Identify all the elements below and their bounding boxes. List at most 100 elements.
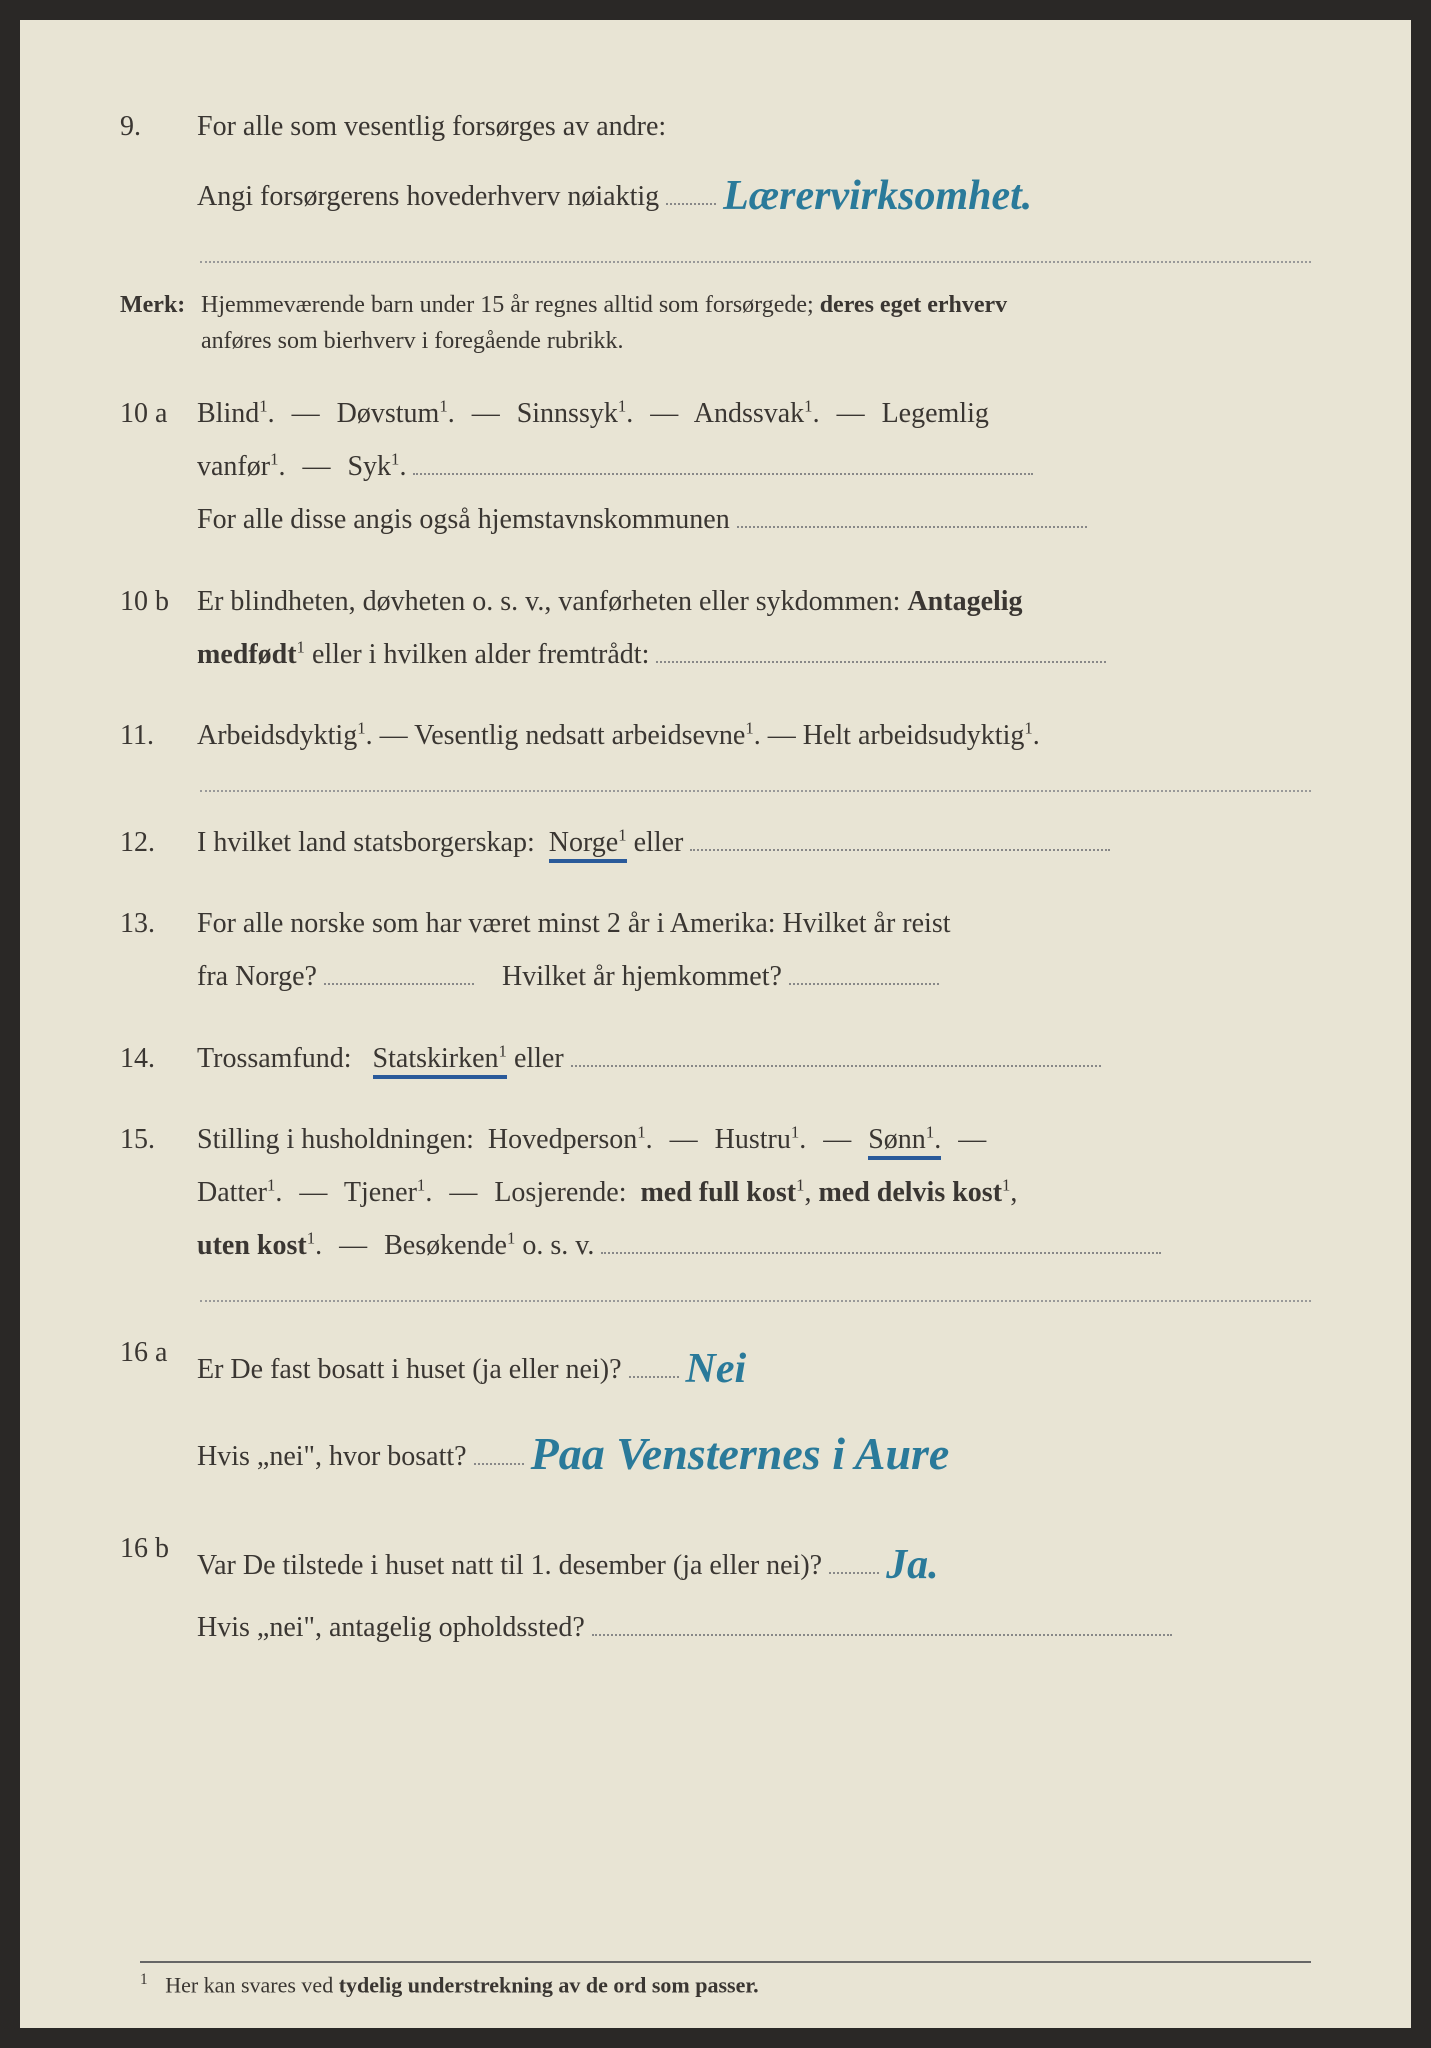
divider	[200, 790, 1311, 792]
q12-text2: eller	[634, 827, 684, 858]
q11-opt2: Vesentlig nedsatt arbeidsevne	[414, 720, 745, 751]
q10b-text2a: medfødt	[197, 639, 297, 670]
q16a-body: Er De fast bosatt i huset (ja eller nei)…	[197, 1326, 1308, 1493]
q15-text1: Stilling i husholdningen:	[197, 1124, 474, 1155]
q10b-text2b: eller i hvilken alder fremtrådt:	[312, 639, 649, 670]
merk-note: Merk: Hjemmeværende barn under 15 år reg…	[120, 287, 1311, 359]
q10a-body: Blind1. — Døvstum1. — Sinnssyk1. — Andss…	[197, 387, 1308, 547]
q14-num: 14.	[120, 1032, 190, 1085]
dotted-fill	[656, 661, 1106, 663]
dotted-fill	[737, 526, 1087, 528]
q13-text1: For alle norske som har været minst 2 år…	[197, 908, 951, 939]
dotted-fill	[629, 1376, 679, 1378]
q10b-text1b: Antagelig	[907, 586, 1022, 617]
dotted-fill	[592, 1634, 1172, 1636]
q14-text1: Trossamfund:	[197, 1043, 352, 1074]
q14-body: Trossamfund: Statskirken1 eller	[197, 1032, 1308, 1085]
q10a-opt2: Døvstum	[337, 398, 440, 429]
q15-tail: o. s. v.	[522, 1230, 594, 1261]
dotted-fill	[601, 1252, 1161, 1254]
dotted-fill	[789, 983, 939, 985]
question-10a: 10 a Blind1. — Døvstum1. — Sinnssyk1. — …	[120, 387, 1311, 547]
footnote-num: 1	[140, 1971, 148, 1988]
q10b-num: 10 b	[120, 575, 190, 628]
q15-body: Stilling i husholdningen: Hovedperson1. …	[197, 1113, 1308, 1273]
dotted-fill	[324, 983, 474, 985]
question-11: 11. Arbeidsdyktig1. — Vesentlig nedsatt …	[120, 709, 1311, 762]
q10a-opt5: Legemlig	[882, 398, 989, 429]
q16b-text1: Var De tilstede i huset natt til 1. dese…	[197, 1550, 822, 1581]
question-16a: 16 a Er De fast bosatt i huset (ja eller…	[120, 1326, 1311, 1493]
merk-label: Merk:	[120, 287, 195, 323]
q10a-num: 10 a	[120, 387, 190, 440]
q11-body: Arbeidsdyktig1. — Vesentlig nedsatt arbe…	[197, 709, 1308, 762]
q13-text2: fra Norge?	[197, 961, 317, 992]
q10b-body: Er blindheten, døvheten o. s. v., vanfør…	[197, 575, 1308, 681]
q13-text3: Hvilket år hjemkommet?	[502, 961, 782, 992]
q12-answer-norge: Norge1	[549, 827, 627, 863]
q14-text2: eller	[514, 1043, 564, 1074]
q10a-opt7: Syk	[347, 451, 391, 482]
q15-opt4: Datter	[197, 1177, 267, 1208]
q10a-opt3: Sinnssyk	[517, 398, 618, 429]
q9-num: 9.	[120, 100, 190, 153]
question-13: 13. For alle norske som har været minst …	[120, 897, 1311, 1003]
q10a-opt1: Blind	[197, 398, 259, 429]
merk-text1b: deres eget erhverv	[820, 292, 1007, 318]
q11-opt1: Arbeidsdyktig	[197, 720, 357, 751]
q12-body: I hvilket land statsborgerskap: Norge1 e…	[197, 816, 1308, 869]
q11-opt3: Helt arbeidsudyktig	[803, 720, 1025, 751]
merk-text2: anføres som bierhverv i foregående rubri…	[201, 328, 624, 354]
q15-opt6d: uten kost	[197, 1230, 307, 1261]
question-14: 14. Trossamfund: Statskirken1 eller	[120, 1032, 1311, 1085]
q16b-ans1: Ja.	[886, 1542, 939, 1588]
q15-opt2: Hustru	[715, 1124, 791, 1155]
q10a-opt6: vanfør	[197, 451, 270, 482]
dotted-fill	[474, 1463, 524, 1465]
q16a-text2: Hvis „nei", hvor bosatt?	[197, 1441, 467, 1472]
q15-opt6a: Losjerende:	[494, 1177, 626, 1208]
dotted-fill	[571, 1065, 1101, 1067]
q15-opt6c: med delvis kost	[818, 1177, 1002, 1208]
divider	[200, 1300, 1311, 1302]
q14-answer-statskirken: Statskirken1	[373, 1043, 507, 1079]
q9-handwritten-answer: Lærervirksomhet.	[723, 173, 1032, 219]
q15-opt7: Besøkende	[384, 1230, 507, 1261]
q15-opt1: Hovedperson	[488, 1124, 637, 1155]
dotted-fill	[690, 849, 1110, 851]
question-9: 9. For alle som vesentlig forsørges av a…	[120, 100, 1311, 233]
dotted-fill	[666, 203, 716, 205]
q15-num: 15.	[120, 1113, 190, 1166]
merk-text1: Hjemmeværende barn under 15 år regnes al…	[201, 292, 814, 318]
q10a-line3: For alle disse angis også hjemstavnskomm…	[197, 504, 730, 535]
question-15: 15. Stilling i husholdningen: Hovedperso…	[120, 1113, 1311, 1273]
q9-body: For alle som vesentlig forsørges av andr…	[197, 100, 1308, 233]
question-10b: 10 b Er blindheten, døvheten o. s. v., v…	[120, 575, 1311, 681]
q15-opt6b: med full kost	[640, 1177, 796, 1208]
q11-num: 11.	[120, 709, 190, 762]
q9-line2: Angi forsørgerens hovederhverv nøiaktig	[197, 181, 659, 212]
q9-line1: For alle som vesentlig forsørges av andr…	[197, 111, 666, 142]
q12-num: 12.	[120, 816, 190, 869]
q16a-ans1: Nei	[686, 1346, 747, 1392]
footnote-text2: tydelig understrekning av de ord som pas…	[339, 1972, 759, 1997]
document-page: 9. For alle som vesentlig forsørges av a…	[20, 20, 1411, 2028]
divider	[200, 261, 1311, 263]
q16b-body: Var De tilstede i huset natt til 1. dese…	[197, 1522, 1308, 1655]
dotted-fill	[829, 1572, 879, 1574]
footnote-text1: Her kan svares ved	[165, 1972, 333, 1997]
q16b-text2: Hvis „nei", antagelig opholdssted?	[197, 1612, 585, 1643]
merk-body: Hjemmeværende barn under 15 år regnes al…	[201, 287, 1307, 359]
q16a-text1: Er De fast bosatt i huset (ja eller nei)…	[197, 1354, 622, 1385]
q10a-opt4: Andssvak	[694, 398, 804, 429]
q10b-text1: Er blindheten, døvheten o. s. v., vanfør…	[197, 586, 900, 617]
q15-opt5: Tjener	[344, 1177, 417, 1208]
q12-text1: I hvilket land statsborgerskap:	[197, 827, 535, 858]
dotted-fill	[413, 473, 1033, 475]
q13-body: For alle norske som har været minst 2 år…	[197, 897, 1308, 1003]
q16a-ans2: Paa Vensternes i Aure	[531, 1428, 950, 1479]
q16b-num: 16 b	[120, 1522, 190, 1575]
q13-num: 13.	[120, 897, 190, 950]
question-16b: 16 b Var De tilstede i huset natt til 1.…	[120, 1522, 1311, 1655]
q16a-num: 16 a	[120, 1326, 190, 1379]
